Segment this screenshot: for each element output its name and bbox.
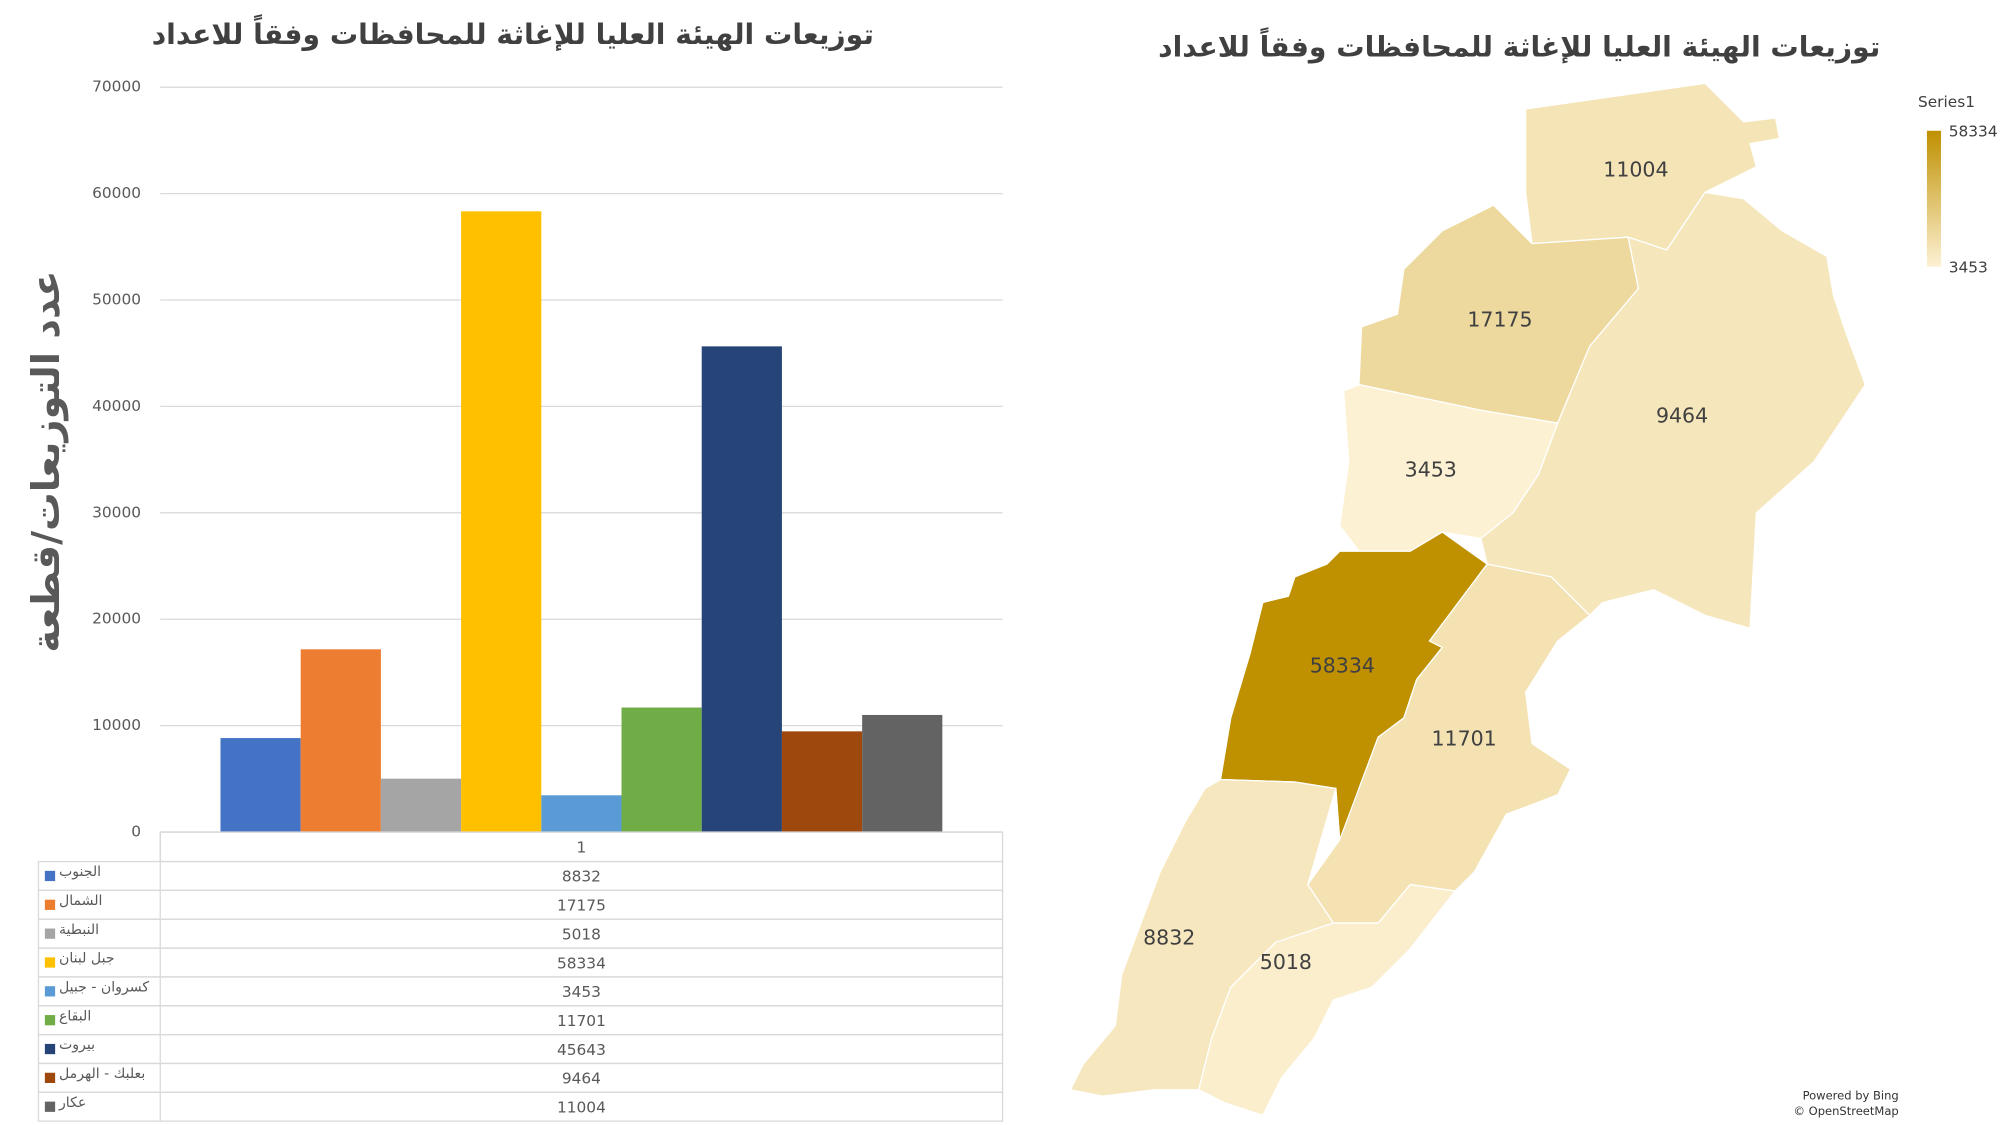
legend-label: كسروان - جبيل [59,980,149,996]
table-value: 5018 [562,925,601,943]
bar [701,346,782,833]
attribution: Powered by Bing [1803,1089,1899,1103]
region-label: 58334 [1310,654,1375,678]
table-value: 58334 [557,954,606,972]
region-label: 11701 [1431,727,1496,751]
legend-key [44,928,56,939]
legend-label: الجنوب [59,864,101,880]
region-label: 9464 [1656,404,1708,428]
bar [220,738,301,833]
legend-key [44,870,56,882]
region-label: 17175 [1467,308,1532,332]
region-label: 8832 [1143,925,1195,949]
y-tick-label: 30000 [92,503,141,521]
legend-label: بعلبك - الهرمل [59,1066,145,1082]
bar [380,778,462,833]
legend-label: جبل لبنان [59,951,115,967]
bar [461,211,542,833]
legend-label: بيروت [59,1037,95,1053]
legend-title: Series1 [1918,93,1975,111]
legend-label: البقاع [59,1008,91,1024]
bar [781,731,863,833]
y-tick-label: 20000 [92,610,141,628]
table-row [37,1091,1004,1122]
table-row [37,1033,1004,1065]
y-axis-title: عدد التوزيعات/قطعة [24,270,69,652]
y-tick-label: 50000 [92,291,141,309]
legend-key [44,899,56,910]
table-row [37,889,1004,920]
y-tick-label: 70000 [92,78,141,96]
legend-key [44,1043,56,1055]
table-row [37,947,1004,978]
table-value: 9464 [562,1070,601,1088]
y-tick-label: 0 [131,823,141,841]
table-row [37,976,1004,1007]
y-tick-label: 60000 [92,184,141,202]
legend-key [44,957,56,968]
region-label: 5018 [1260,950,1312,974]
color-scale [1926,130,1942,267]
legend-key [44,1072,56,1084]
legend-min: 3453 [1949,258,1988,276]
table-row [37,1005,1004,1036]
legend-label: النبطية [59,922,99,938]
table-value: 11701 [557,1012,606,1030]
bar [300,649,381,833]
y-tick-label: 10000 [92,716,141,734]
bar-chart-title: توزيعات الهيئة العليا للإغاثة للمحافظات … [152,14,874,51]
legend-key [44,1015,56,1026]
region-label: 11004 [1603,158,1668,182]
table-value: 3453 [562,983,601,1001]
table-row [37,918,1004,949]
map-title: توزيعات الهيئة العليا للإغاثة للمحافظات … [1158,27,1880,64]
bar [862,714,943,833]
legend-label: عكار [58,1095,86,1111]
table-value: 17175 [557,897,606,915]
region [1197,883,1457,1117]
bar [541,795,622,833]
bar [621,707,702,833]
legend-key [44,1101,56,1112]
table-value: 8832 [562,868,601,886]
region [1069,778,1337,1097]
legend-max: 58334 [1949,123,1998,141]
legend-label: الشمال [59,893,102,909]
legend-key [44,986,56,997]
y-tick-label: 40000 [92,397,141,415]
table-value: 45643 [557,1041,606,1059]
table-row [37,1062,1004,1093]
attribution: © OpenStreetMap [1793,1104,1898,1118]
table-category: 1 [577,839,587,857]
table-row [37,860,1004,892]
table-value: 11004 [557,1099,606,1117]
region-label: 3453 [1405,458,1457,482]
